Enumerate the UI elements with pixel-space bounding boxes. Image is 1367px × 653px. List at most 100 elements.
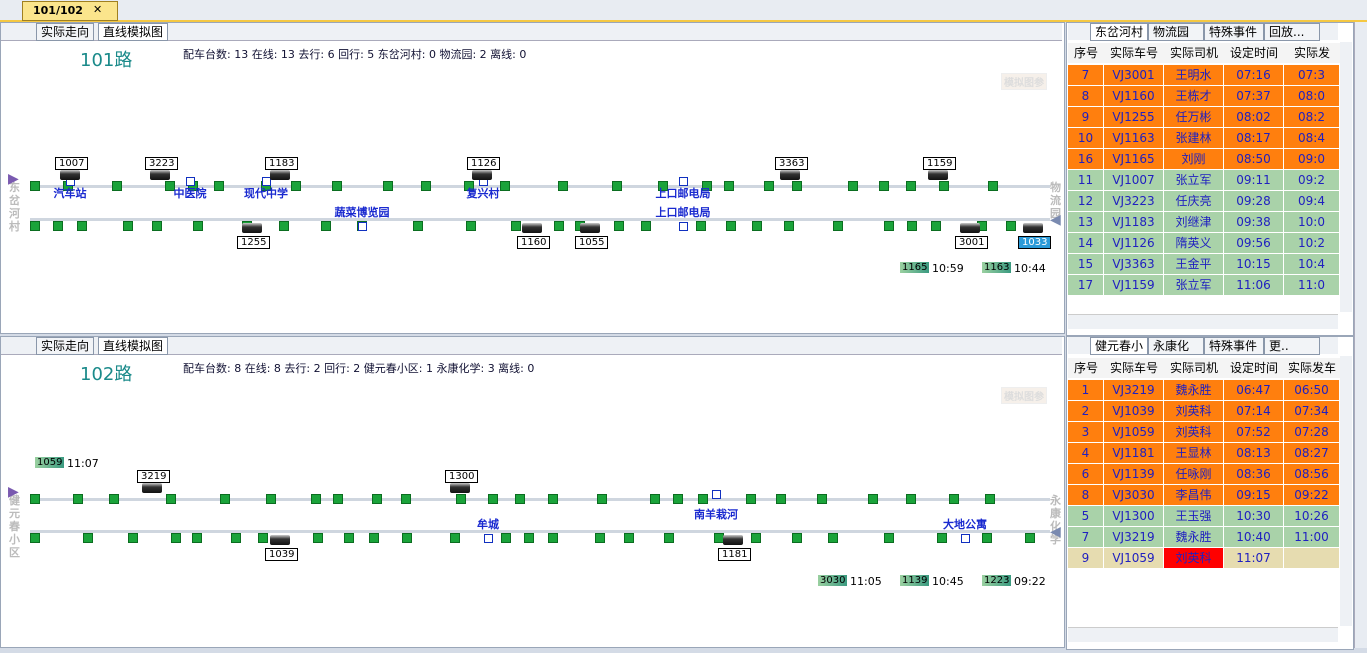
table-cell: 08:50 xyxy=(1224,149,1284,170)
sim-panel xyxy=(0,22,1065,334)
table-cell: 张立军 xyxy=(1164,170,1224,191)
table-tab[interactable]: 特殊事件 xyxy=(1204,337,1264,355)
stop-dot xyxy=(832,221,843,231)
bus-icon xyxy=(1023,223,1043,233)
table-tab[interactable]: 回放... xyxy=(1264,23,1320,41)
bus-label: 1160 xyxy=(517,236,551,249)
table-cell: 8 xyxy=(1068,86,1104,107)
table-cell: 09:28 xyxy=(1224,191,1284,212)
table-tab[interactable]: 永康化学 xyxy=(1148,337,1204,355)
table-cell: 王金平 xyxy=(1164,254,1224,275)
stop-dot xyxy=(817,494,828,504)
table-cell: 07:14 xyxy=(1224,401,1284,422)
stop-dot xyxy=(611,181,622,191)
station-label: 中医院 xyxy=(173,187,207,200)
bus-icon xyxy=(723,535,743,545)
table-header: 实际发 xyxy=(1284,43,1341,64)
stop-dot xyxy=(76,221,87,231)
station-label: 大地公寓 xyxy=(943,518,987,531)
station-label: 汽车站 xyxy=(53,187,87,200)
table-cell: 任咏刚 xyxy=(1164,464,1224,485)
stop-dot xyxy=(332,494,343,504)
terminal: 物流园 xyxy=(1050,181,1061,220)
station-label: 复兴村 xyxy=(466,187,500,200)
table-tab[interactable]: 物流园 xyxy=(1148,23,1204,41)
table-cell: 4 xyxy=(1068,443,1104,464)
table-header: 实际司机 xyxy=(1164,358,1225,379)
table-cell: 09:38 xyxy=(1224,212,1284,233)
station-label: 现代中学 xyxy=(244,187,288,200)
stop-dot xyxy=(879,181,890,191)
stop-dot xyxy=(982,533,992,543)
route-name: 102路 xyxy=(80,364,133,385)
terminal: 东岔河村 xyxy=(9,181,20,233)
table-cell: 10:30 xyxy=(1224,506,1284,527)
stop-dot xyxy=(988,181,999,191)
bus-label: 3223 xyxy=(145,157,179,170)
stop-dot xyxy=(192,221,203,231)
stop-dot xyxy=(613,221,624,231)
line-up xyxy=(30,185,1050,188)
station-label: 南羊栽河 xyxy=(694,508,738,521)
table-cell: 10:15 xyxy=(1224,254,1284,275)
stop-dot xyxy=(171,533,182,543)
table-header: 实际发车 xyxy=(1284,358,1341,379)
table-cell: 07:16 xyxy=(1224,65,1284,86)
table-cell: VJ1139 xyxy=(1104,464,1164,485)
table-cell: 刘英科 xyxy=(1164,548,1224,569)
waiting-time: 11:05 xyxy=(850,575,882,588)
station-mark xyxy=(679,222,688,231)
stop-dot xyxy=(948,494,959,504)
table-cell: 张建林 xyxy=(1164,128,1224,149)
table-cell: 14 xyxy=(1068,233,1104,254)
stop-dot xyxy=(30,181,40,191)
stop-dot xyxy=(164,181,175,191)
view-tab[interactable]: 实际走向 xyxy=(36,23,95,41)
terminal: 健元春小区 xyxy=(9,494,20,559)
stop-dot xyxy=(594,533,605,543)
table-cell: 09:56 xyxy=(1224,233,1284,254)
bus-icon xyxy=(780,170,800,180)
table-cell: 王显林 xyxy=(1164,443,1224,464)
view-tab[interactable]: 直线模拟图 xyxy=(98,23,169,41)
bus-icon xyxy=(472,170,492,180)
sim-button[interactable]: 模拟图参 xyxy=(1001,387,1047,404)
table-tab[interactable]: 更.. xyxy=(1264,337,1320,355)
table-cell: VJ1126 xyxy=(1104,233,1164,254)
stop-dot xyxy=(939,181,950,191)
table-cell: 08:13 xyxy=(1224,443,1284,464)
table-cell: VJ3030 xyxy=(1104,485,1164,506)
stop-dot xyxy=(937,533,947,543)
table-cell: 12 xyxy=(1068,191,1104,212)
stop-dot xyxy=(792,533,803,543)
stop-dot xyxy=(213,181,224,191)
line-up xyxy=(30,498,1050,501)
table-header: 实际车号 xyxy=(1104,358,1165,379)
top-tab[interactable]: 101/102 xyxy=(22,1,118,21)
table-cell: 07:3 xyxy=(1284,65,1340,86)
table-cell: 魏永胜 xyxy=(1164,527,1224,548)
bus-label: 1183 xyxy=(265,157,299,170)
tab-strip xyxy=(1,337,1062,355)
arrow: ◀ xyxy=(1050,212,1061,228)
view-tab[interactable]: 直线模拟图 xyxy=(98,337,169,355)
table-tab[interactable]: 健元春小区 xyxy=(1090,337,1148,355)
table-cell: 魏永胜 xyxy=(1164,380,1224,401)
table-tab[interactable]: 东岔河村 xyxy=(1090,23,1148,41)
stop-dot xyxy=(763,181,774,191)
bus-icon xyxy=(522,223,542,233)
waiting-time: 10:59 xyxy=(932,262,964,275)
stop-dot xyxy=(313,533,323,543)
stop-dot xyxy=(258,533,269,543)
close-icon[interactable]: ✕ xyxy=(93,3,103,16)
stop-dot xyxy=(383,181,394,191)
bus-icon xyxy=(270,170,290,180)
table-header: 序号 xyxy=(1068,358,1105,379)
view-tab[interactable]: 实际走向 xyxy=(36,337,95,355)
table-tab[interactable]: 特殊事件 xyxy=(1204,23,1264,41)
table-cell: 任庆亮 xyxy=(1164,191,1224,212)
sim-button[interactable]: 模拟图参 xyxy=(1001,73,1047,90)
stop-dot xyxy=(456,494,467,504)
stop-dot xyxy=(698,494,709,504)
table-cell: 刘继津 xyxy=(1164,212,1224,233)
